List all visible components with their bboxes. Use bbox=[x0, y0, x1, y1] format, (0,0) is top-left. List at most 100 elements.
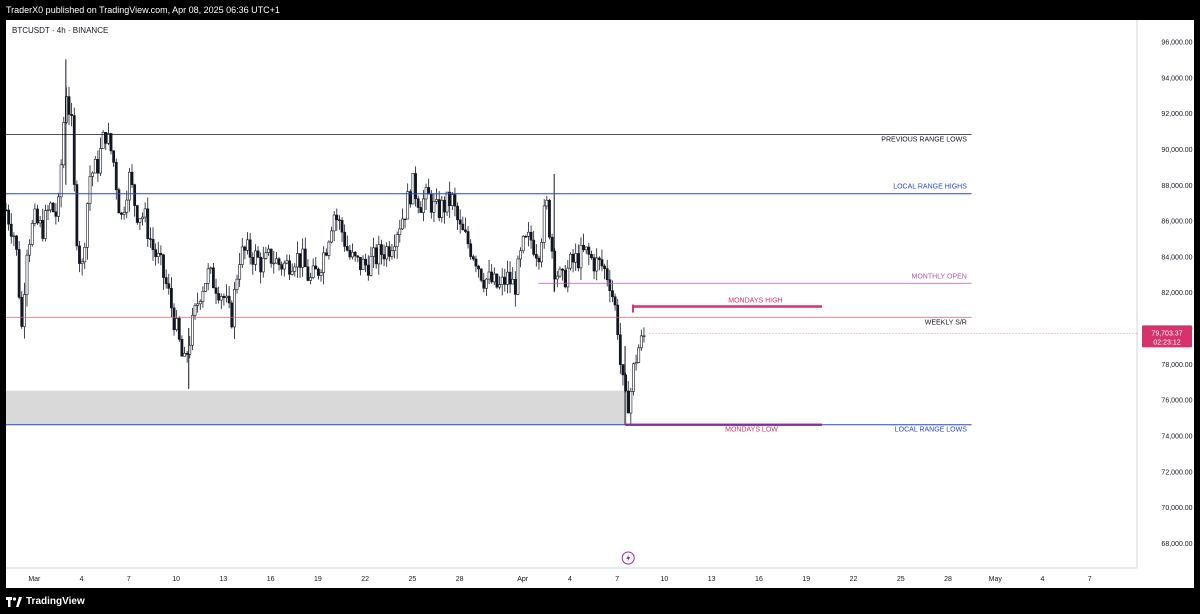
publish-header: TraderX0 published on TradingView.com, A… bbox=[0, 0, 1200, 20]
candle-body bbox=[603, 265, 606, 269]
candle-body bbox=[114, 162, 118, 191]
time-tick-label: 7 bbox=[1088, 576, 1092, 583]
candle-body bbox=[600, 259, 604, 267]
candle-body bbox=[75, 184, 79, 247]
price-tick-label: 74,000.00 bbox=[1161, 433, 1192, 440]
candle-body bbox=[366, 264, 370, 276]
candle-body bbox=[109, 133, 113, 152]
level-label: MONDAYS LOW bbox=[725, 427, 778, 434]
candle-body bbox=[120, 212, 123, 215]
candle-body bbox=[254, 250, 257, 265]
candle-body bbox=[99, 148, 102, 174]
candle-body bbox=[198, 301, 202, 305]
candle-body bbox=[143, 208, 147, 218]
tradingview-brand: TradingView bbox=[26, 596, 85, 607]
candle-body bbox=[51, 202, 55, 213]
candle-body bbox=[445, 191, 449, 213]
candle-body bbox=[212, 267, 215, 289]
candle-body bbox=[6, 209, 8, 211]
candle-body bbox=[70, 114, 74, 116]
candle-body bbox=[429, 193, 433, 213]
candle-body bbox=[67, 96, 71, 115]
publish-text: TraderX0 published on TradingView.com, A… bbox=[6, 5, 280, 15]
time-tick-label: 4 bbox=[80, 576, 84, 583]
candle-body bbox=[233, 289, 236, 328]
time-tick-label: 4 bbox=[1041, 576, 1045, 583]
candle-body bbox=[151, 239, 155, 250]
candle-body bbox=[545, 199, 549, 207]
candle-body bbox=[64, 96, 68, 123]
candle-body bbox=[345, 246, 349, 251]
candle-body bbox=[479, 268, 483, 281]
candle-body bbox=[327, 241, 331, 256]
time-tick-label: May bbox=[989, 576, 1003, 583]
candle-body bbox=[537, 257, 541, 263]
candle-body bbox=[193, 305, 197, 316]
candle-body bbox=[330, 230, 333, 243]
candle-body bbox=[167, 283, 171, 289]
price-tick-label: 76,000.00 bbox=[1161, 398, 1192, 405]
candle-body bbox=[495, 273, 499, 288]
time-tick-label: Apr bbox=[517, 576, 529, 583]
candle-body bbox=[332, 214, 336, 232]
candle-body bbox=[427, 187, 431, 195]
candle-body bbox=[301, 248, 305, 268]
candle-body bbox=[364, 258, 368, 266]
candle-body bbox=[30, 223, 34, 245]
candle-body bbox=[78, 245, 81, 264]
time-tick-label: 7 bbox=[615, 576, 619, 583]
candle-body bbox=[453, 194, 457, 207]
candle-body bbox=[246, 239, 249, 251]
candle-body bbox=[135, 205, 139, 223]
last-price-tag[interactable] bbox=[1142, 325, 1192, 348]
candle-body bbox=[380, 244, 383, 255]
candle-body bbox=[477, 265, 480, 270]
candle-body bbox=[238, 264, 242, 280]
candle-body bbox=[214, 287, 218, 294]
candle-body bbox=[206, 268, 210, 284]
candle-body bbox=[122, 212, 126, 215]
price-tick-label: 94,000.00 bbox=[1161, 75, 1192, 82]
price-tick-label: 68,000.00 bbox=[1161, 541, 1192, 548]
candle-body bbox=[419, 207, 423, 213]
candle-body bbox=[141, 216, 144, 219]
candle-body bbox=[101, 131, 105, 149]
candle-body bbox=[605, 268, 609, 281]
candle-body bbox=[506, 271, 509, 285]
candle-body bbox=[542, 205, 546, 243]
candle-body bbox=[516, 258, 520, 295]
candle-body bbox=[527, 231, 530, 237]
price-chart[interactable]: PREVIOUS RANGE LOWS LOCAL RANGE HIGHS MONT… bbox=[6, 20, 1194, 588]
candle-body bbox=[558, 268, 562, 277]
symbol-info: BTCUSDT · 4h · BINANCE bbox=[12, 26, 109, 35]
lightning-glyph bbox=[626, 554, 631, 562]
candle-countdown: 02:23:12 bbox=[1153, 339, 1180, 346]
tradingview-logo-icon bbox=[6, 597, 22, 607]
candle-body bbox=[204, 283, 207, 292]
candle-body bbox=[49, 202, 53, 211]
candle-body bbox=[464, 229, 467, 232]
candle-body bbox=[80, 261, 84, 264]
candle-body bbox=[416, 198, 420, 208]
candle-body bbox=[240, 246, 244, 265]
candle-body bbox=[175, 318, 179, 331]
candle-body bbox=[592, 257, 596, 272]
candle-body bbox=[566, 267, 570, 288]
candle-body bbox=[597, 257, 601, 260]
time-tick-label: 10 bbox=[661, 576, 669, 583]
candle-body bbox=[322, 252, 326, 273]
candle-body bbox=[15, 235, 18, 250]
candle-body bbox=[93, 159, 97, 174]
candle-body bbox=[374, 247, 378, 265]
candle-body bbox=[590, 254, 593, 258]
candle-body bbox=[133, 184, 137, 206]
candle-body bbox=[343, 231, 347, 247]
candle-body bbox=[41, 220, 45, 239]
candle-body bbox=[608, 279, 612, 291]
candle-body bbox=[382, 254, 386, 260]
candle-body bbox=[359, 256, 362, 270]
candle-body bbox=[290, 270, 294, 275]
chart-frame: PREVIOUS RANGE LOWS LOCAL RANGE HIGHS MONT… bbox=[6, 20, 1194, 588]
candle-body bbox=[456, 205, 459, 221]
candle-body bbox=[503, 276, 507, 285]
